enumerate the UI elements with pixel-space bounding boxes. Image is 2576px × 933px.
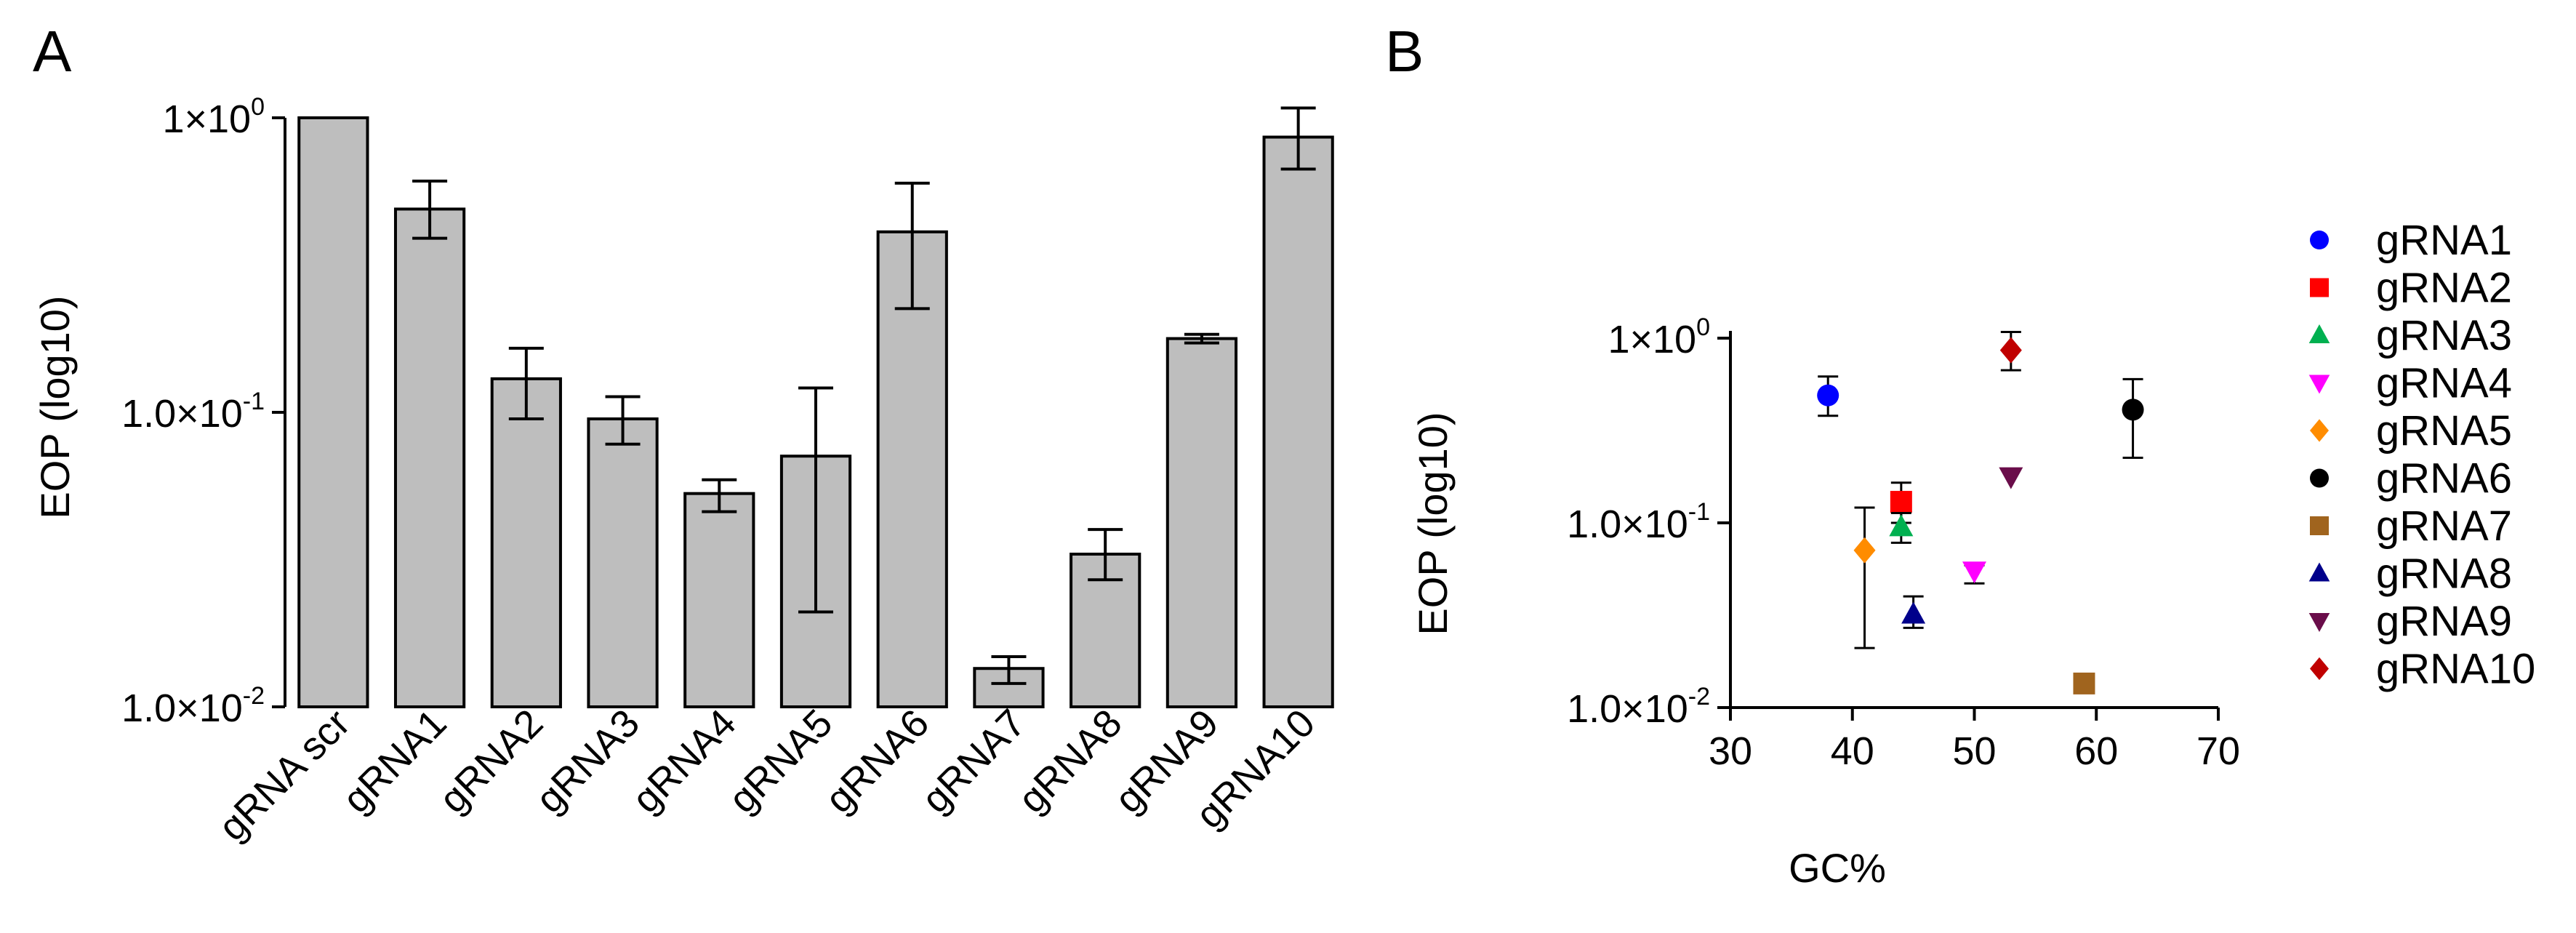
legend-label: gRNA9 bbox=[2376, 598, 2512, 645]
legend-marker bbox=[2310, 657, 2329, 681]
x-tick-label: 50 bbox=[1952, 729, 1996, 773]
legend-label: gRNA4 bbox=[2376, 360, 2512, 407]
category-label: gRNA2 bbox=[431, 701, 552, 822]
y-tick-label: 1×100 bbox=[1608, 313, 1710, 361]
x-tick-label: 70 bbox=[2196, 729, 2240, 773]
panel-a-y-axis-title: EOP (log10) bbox=[32, 295, 78, 518]
y-tick-label: 1.0×10-1 bbox=[121, 388, 265, 436]
legend-marker bbox=[2308, 562, 2330, 582]
bar bbox=[1262, 135, 1334, 708]
legend-label: gRNA6 bbox=[2376, 455, 2512, 502]
data-point bbox=[1999, 337, 2022, 364]
category-label: gRNA7 bbox=[913, 701, 1034, 822]
panel-a-y-ticks: 1×100 1.0×10-1 1.0×10-2 bbox=[121, 93, 285, 730]
legend-marker bbox=[2308, 612, 2330, 632]
legend-label: gRNA1 bbox=[2376, 217, 2512, 264]
category-label: gRNA4 bbox=[624, 701, 745, 822]
bar bbox=[876, 230, 948, 709]
panel-a-label: A bbox=[33, 19, 72, 84]
scatter-chart-panel-b: 1×100 1.0×10-1 1.0×10-2 30 40 50 60 70 GC% EOP… bbox=[1410, 217, 2535, 891]
bar bbox=[393, 207, 466, 708]
legend-label: gRNA3 bbox=[2376, 312, 2512, 359]
x-tick-label: 30 bbox=[1709, 729, 1752, 773]
data-point bbox=[1853, 537, 1876, 564]
y-tick-label: 1.0×10-2 bbox=[1567, 683, 1710, 731]
bar-chart-panel-a: 1×100 1.0×10-1 1.0×10-2 gRNA scrgRNA1gRNA2… bbox=[32, 93, 1334, 849]
panel-a-bars bbox=[297, 116, 1334, 709]
panel-b-x-ticks: 30 40 50 60 70 bbox=[1709, 708, 2240, 773]
data-point bbox=[1999, 467, 2023, 489]
panel-a-error-bars bbox=[412, 106, 1316, 685]
category-label: gRNA1 bbox=[334, 701, 455, 822]
panel-b-label: B bbox=[1385, 19, 1424, 84]
data-point bbox=[1817, 384, 1839, 407]
legend-marker bbox=[2310, 231, 2329, 249]
legend-label: gRNA10 bbox=[2376, 646, 2535, 693]
legend-label: gRNA2 bbox=[2376, 265, 2512, 312]
legend-marker bbox=[2308, 375, 2330, 394]
bar bbox=[490, 377, 562, 709]
category-label: gRNA3 bbox=[528, 701, 649, 822]
panel-a-category-labels: gRNA scrgRNA1gRNA2gRNA3gRNA4gRNA5gRNA6gR… bbox=[210, 701, 1323, 849]
legend-marker bbox=[2310, 419, 2329, 442]
panel-b-x-axis-title: GC% bbox=[1789, 845, 1886, 891]
panel-b-y-ticks: 1×100 1.0×10-1 1.0×10-2 bbox=[1567, 313, 1730, 731]
data-point bbox=[2122, 399, 2144, 421]
data-point bbox=[1889, 514, 1914, 537]
legend-marker bbox=[2310, 468, 2329, 488]
data-point bbox=[2073, 672, 2095, 694]
panel-b-y-axis-title: EOP (log10) bbox=[1410, 412, 1456, 635]
legend-label: gRNA5 bbox=[2376, 407, 2512, 455]
data-point bbox=[1890, 491, 1912, 513]
panel-b-axes bbox=[1729, 331, 2218, 709]
legend-marker bbox=[2308, 324, 2330, 344]
y-tick-label: 1×100 bbox=[162, 93, 265, 141]
data-point bbox=[1962, 561, 1986, 584]
y-tick-label: 1.0×10-1 bbox=[1567, 498, 1710, 546]
category-label: gRNA6 bbox=[817, 701, 938, 822]
panel-b-points bbox=[1817, 331, 2144, 694]
bar bbox=[1165, 337, 1238, 708]
bar bbox=[587, 417, 659, 708]
panel-b-legend: gRNA1gRNA2gRNA3gRNA4gRNA5gRNA6gRNA7gRNA8… bbox=[2308, 217, 2535, 693]
bar bbox=[297, 116, 369, 708]
category-label: gRNA5 bbox=[721, 701, 841, 822]
data-point bbox=[1901, 601, 1926, 624]
legend-marker bbox=[2310, 516, 2329, 535]
y-tick-label: 1.0×10-2 bbox=[121, 682, 265, 730]
bar bbox=[683, 492, 755, 708]
x-tick-label: 40 bbox=[1831, 729, 1874, 773]
legend-label: gRNA8 bbox=[2376, 550, 2512, 598]
category-label: gRNA8 bbox=[1010, 701, 1131, 822]
x-tick-label: 60 bbox=[2074, 729, 2118, 773]
legend-label: gRNA7 bbox=[2376, 502, 2512, 550]
legend-marker bbox=[2310, 278, 2329, 297]
